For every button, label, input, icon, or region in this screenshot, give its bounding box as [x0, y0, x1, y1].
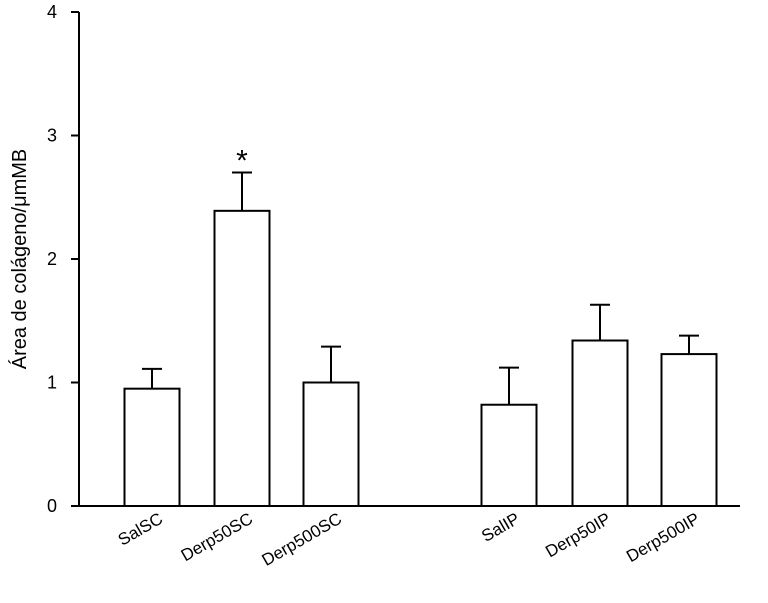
x-tick-label-Derp50SC: Derp50SC — [178, 509, 256, 565]
bar-Derp50IP — [571, 339, 629, 508]
annotations: * — [236, 145, 248, 178]
error-bars — [142, 171, 699, 405]
bar-SalSC — [123, 387, 181, 507]
x-tick-label-SalIP: SalIP — [478, 509, 523, 546]
bar-Derp50SC — [213, 209, 271, 508]
y-tick-label: 4 — [47, 2, 57, 22]
bar-Derp500IP — [660, 353, 718, 507]
y-tick-label: 0 — [47, 496, 57, 516]
x-tick-label-SalSC: SalSC — [115, 509, 166, 550]
y-tick-label: 1 — [47, 373, 57, 393]
x-tick-label-Derp500IP: Derp500IP — [623, 509, 703, 566]
y-tick-label: 2 — [47, 249, 57, 269]
bars — [123, 209, 718, 508]
bar-Derp500SC — [302, 381, 360, 507]
x-labels: SalSC Derp50SC Derp500SC SalIP Derp50IP Derp5… — [115, 509, 703, 570]
bar-SalIP — [480, 403, 538, 508]
x-tick-label-Derp50IP: Derp50IP — [542, 509, 614, 561]
y-ticks: 0 1 2 3 4 — [47, 2, 79, 516]
x-tick-label-Derp500SC: Derp500SC — [259, 509, 345, 570]
significance-asterisk: * — [236, 145, 248, 178]
y-tick-label: 3 — [47, 126, 57, 146]
y-axis-label: Área de colágeno/μmMB — [8, 149, 31, 370]
